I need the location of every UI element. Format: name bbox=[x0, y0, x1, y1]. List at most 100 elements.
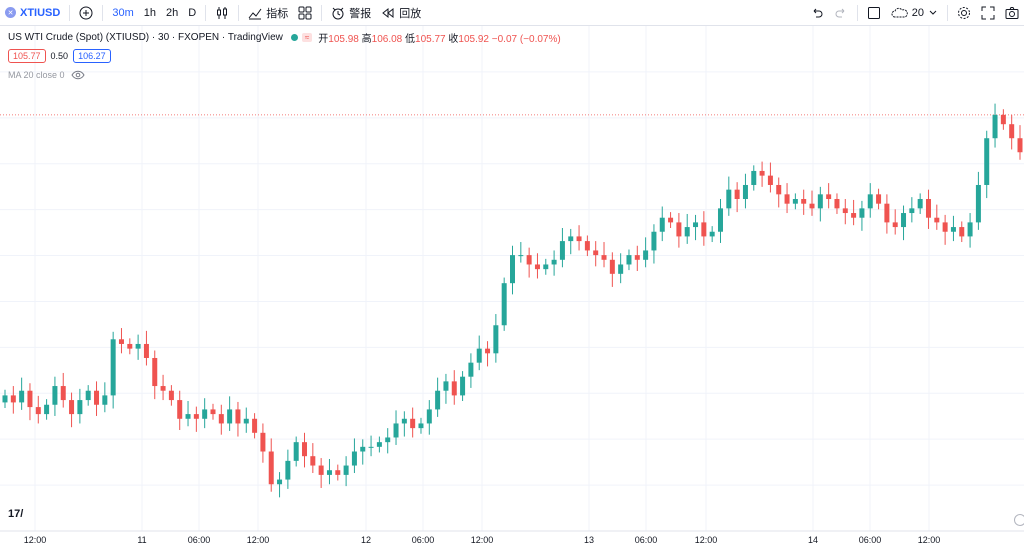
redo-button[interactable] bbox=[829, 0, 853, 26]
eye-icon[interactable] bbox=[70, 70, 85, 80]
candle-body bbox=[618, 264, 624, 274]
candle-body bbox=[293, 442, 299, 461]
x-tick-label: 13 bbox=[584, 535, 594, 545]
x-tick-label: 12:00 bbox=[471, 535, 494, 545]
symbol-search-button[interactable]: ✕ XTIUSD bbox=[0, 0, 65, 26]
divider bbox=[947, 5, 948, 21]
candle-body bbox=[634, 255, 640, 260]
candle-body bbox=[110, 339, 116, 396]
right-toolbar: 20 bbox=[805, 0, 1024, 26]
x-tick-label: 14 bbox=[808, 535, 818, 545]
candle-body bbox=[584, 241, 590, 251]
candle-body bbox=[227, 409, 233, 424]
candle-body bbox=[69, 400, 75, 415]
candle-body bbox=[127, 343, 133, 349]
scroll-to-realtime-button[interactable] bbox=[1014, 514, 1024, 526]
candle-body bbox=[310, 456, 316, 466]
candle-body bbox=[967, 222, 973, 237]
candle-body bbox=[77, 400, 83, 415]
candle-body bbox=[510, 255, 515, 284]
candle-body bbox=[177, 400, 183, 419]
compare-button[interactable] bbox=[74, 0, 98, 26]
candle-body bbox=[851, 213, 857, 218]
candle-body bbox=[792, 199, 798, 204]
candle-body bbox=[60, 386, 66, 401]
candle-body bbox=[651, 231, 657, 251]
fullscreen-button[interactable] bbox=[976, 0, 1000, 26]
chart-legend: US WTI Crude (Spot) (XTIUSD) · 30 · FXOP… bbox=[8, 30, 561, 45]
x-tick-label: 12:00 bbox=[24, 535, 47, 545]
interval-30m[interactable]: 30m bbox=[112, 6, 134, 19]
replay-button[interactable]: 回放 bbox=[376, 0, 426, 26]
layouts-button[interactable] bbox=[293, 0, 317, 26]
candle-body bbox=[460, 376, 466, 396]
sell-button[interactable]: 105.77 bbox=[8, 49, 46, 63]
candle-body bbox=[368, 446, 374, 448]
candle-body bbox=[534, 264, 540, 270]
candle-body bbox=[576, 236, 582, 242]
interval-2h[interactable]: 2h bbox=[166, 6, 179, 19]
x-tick-label: 12 bbox=[361, 535, 371, 545]
candle-body bbox=[609, 259, 615, 274]
snapshot-button[interactable] bbox=[1000, 0, 1024, 26]
candle-body bbox=[168, 390, 174, 401]
candle-body bbox=[759, 170, 765, 176]
interval-d[interactable]: D bbox=[188, 6, 197, 19]
spread-value: 0.50 bbox=[50, 51, 69, 61]
x-tick-label: 06:00 bbox=[412, 535, 435, 545]
fullscreen-layout-button[interactable] bbox=[862, 0, 886, 26]
candle-body bbox=[801, 199, 807, 204]
candle-body bbox=[742, 184, 748, 200]
candle-body bbox=[543, 264, 549, 270]
alarm-clock-icon bbox=[332, 7, 344, 19]
candle-body bbox=[410, 418, 416, 429]
symbol-title: US WTI Crude (Spot) (XTIUSD) · 30 · FXOP… bbox=[8, 32, 283, 43]
candle-body bbox=[160, 386, 166, 391]
candle-body bbox=[426, 409, 432, 424]
divider bbox=[856, 5, 858, 21]
candle-body bbox=[468, 362, 474, 377]
candle-body bbox=[917, 199, 923, 209]
candle-body bbox=[360, 446, 366, 452]
divider bbox=[69, 4, 71, 21]
candle-body bbox=[285, 460, 291, 480]
ohlc-values: 开105.98 高106.08 低105.77 收105.92 −0.07 (−… bbox=[318, 34, 561, 45]
candle-body bbox=[252, 418, 258, 433]
candle-body bbox=[626, 255, 632, 265]
grid-layout-icon bbox=[298, 6, 312, 19]
candle-body bbox=[942, 222, 948, 232]
ma-label: MA 20 close 0 bbox=[8, 70, 65, 80]
replay-icon bbox=[382, 7, 394, 18]
price-chart[interactable]: 12:00 11 06:00 12:00 12 06:00 12:00 13 06:00 12:0… bbox=[0, 26, 1024, 548]
candle-body bbox=[260, 432, 266, 452]
market-status-icon bbox=[290, 34, 298, 41]
candle-body bbox=[52, 386, 58, 405]
buy-button[interactable]: 106.27 bbox=[73, 49, 111, 63]
tradingview-logo-icon: 17/ bbox=[8, 508, 24, 520]
candle-body bbox=[385, 437, 391, 443]
candle-body bbox=[44, 404, 50, 415]
divider bbox=[102, 4, 104, 21]
settings-button[interactable] bbox=[952, 0, 976, 26]
add-symbol-icon bbox=[79, 6, 93, 19]
candle-body bbox=[435, 390, 441, 410]
candle-body bbox=[193, 414, 199, 419]
alerts-button[interactable]: 警报 bbox=[326, 0, 376, 26]
candle-body bbox=[302, 442, 308, 457]
candle-body bbox=[485, 348, 491, 354]
top-toolbar: ✕ XTIUSD 30m 1h 2h D 指标 警报 回放 bbox=[0, 0, 1024, 26]
interval-1h[interactable]: 1h bbox=[143, 6, 156, 19]
chart-type-button[interactable] bbox=[210, 0, 234, 26]
candle-body bbox=[601, 255, 607, 260]
undo-button[interactable] bbox=[805, 0, 829, 26]
x-tick-label: 06:00 bbox=[859, 535, 882, 545]
candle-body bbox=[1000, 114, 1006, 125]
chevron-down-icon bbox=[929, 10, 937, 15]
indicator-legend: MA 20 close 0 bbox=[8, 70, 85, 80]
cloud-save-button[interactable]: 20 bbox=[886, 0, 943, 26]
candle-body bbox=[493, 325, 499, 354]
indicators-button[interactable]: 指标 bbox=[243, 0, 293, 26]
candle-body bbox=[693, 222, 699, 228]
candle-body bbox=[118, 339, 124, 344]
candle-body bbox=[443, 381, 449, 391]
